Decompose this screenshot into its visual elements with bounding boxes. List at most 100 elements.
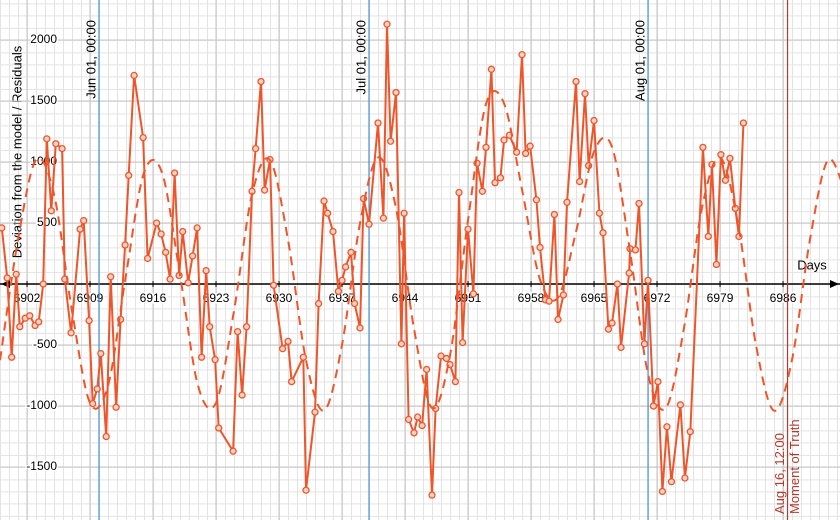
x-tick-label: 6986 [770, 291, 797, 305]
data-point [631, 246, 640, 254]
data-point [157, 230, 165, 238]
data-point [496, 174, 505, 182]
data-point [379, 214, 388, 222]
data-point [311, 408, 319, 416]
data-point [572, 77, 580, 86]
data-point [211, 356, 219, 364]
data-point [202, 266, 210, 275]
data-point [604, 325, 613, 333]
data-point [8, 353, 16, 361]
data-point [347, 248, 355, 256]
event-label: Aug 01, 00:00 [632, 20, 647, 101]
data-point [229, 447, 237, 455]
data-point [85, 316, 93, 325]
data-point [526, 142, 534, 150]
data-point [179, 227, 187, 236]
x-axis-label: Days [797, 257, 827, 272]
data-point [721, 176, 730, 184]
data-point [374, 119, 382, 127]
y-tick-label: 1500 [30, 93, 57, 107]
data-point [581, 90, 589, 98]
data-point [482, 143, 490, 152]
data-point [532, 196, 541, 204]
data-point [329, 227, 337, 236]
y-tick-label: -1000 [26, 398, 57, 412]
axis-arrow [830, 280, 839, 289]
data-point [365, 220, 373, 228]
event-label: Moment of Truth [787, 419, 802, 514]
data-point [663, 423, 671, 431]
data-point [350, 299, 359, 308]
data-point [112, 403, 120, 411]
data-point [625, 269, 633, 277]
data-point [563, 198, 571, 206]
data-point [613, 280, 622, 288]
data-point [704, 232, 712, 241]
data-point [640, 340, 649, 348]
data-point [699, 143, 707, 152]
data-point [422, 365, 431, 374]
data-point [686, 428, 694, 436]
data-point [76, 225, 84, 233]
data-point [184, 279, 192, 287]
data-point [595, 209, 604, 217]
data-point [518, 51, 526, 59]
data-point [238, 391, 246, 399]
data-point [442, 354, 451, 363]
data-point [130, 71, 138, 80]
data-point [739, 119, 748, 127]
data-point [554, 315, 562, 324]
data-point [97, 349, 105, 358]
data-point [161, 248, 170, 256]
x-tick-label: 6909 [77, 291, 104, 305]
x-tick-label: 6979 [707, 291, 734, 305]
event-label: Jul 01, 00:00 [353, 20, 368, 94]
data-point [649, 402, 658, 410]
data-point [334, 287, 343, 296]
data-point [284, 337, 292, 346]
data-point [717, 151, 725, 159]
data-point [16, 323, 24, 331]
data-point [242, 323, 251, 331]
data-point [89, 399, 97, 408]
data-point [644, 276, 652, 285]
data-point [667, 478, 676, 486]
y-tick-label: -500 [33, 337, 57, 351]
data-point [206, 323, 214, 331]
data-point [410, 429, 418, 437]
x-tick-label: 6902 [14, 291, 41, 305]
data-point [478, 187, 487, 195]
plot-area [0, 20, 840, 499]
data-point [726, 154, 734, 163]
data-point [392, 88, 400, 97]
data-point [400, 209, 408, 217]
data-point [139, 133, 147, 142]
data-point [170, 169, 179, 177]
data-point [47, 207, 55, 215]
data-point [617, 343, 625, 352]
data-point [521, 149, 530, 158]
data-point [35, 318, 43, 326]
data-point [575, 177, 584, 186]
data-point [341, 263, 350, 271]
data-point [93, 385, 101, 393]
data-point [80, 216, 88, 225]
data-point [26, 312, 34, 320]
data-point [491, 179, 499, 187]
y-axis-label: Deviation from the model / Residuals [9, 45, 24, 258]
data-point [166, 275, 174, 283]
data-point [608, 319, 616, 327]
data-point [404, 415, 413, 424]
y-tick-label: 500 [37, 215, 57, 229]
data-point [428, 491, 436, 499]
data-point [599, 229, 607, 237]
data-point [197, 353, 206, 361]
data-point [469, 290, 478, 298]
data-point [545, 297, 553, 305]
data-point [550, 210, 559, 219]
data-point [107, 273, 115, 281]
data-point [590, 116, 598, 125]
model-line [0, 89, 840, 412]
data-point [121, 241, 129, 249]
